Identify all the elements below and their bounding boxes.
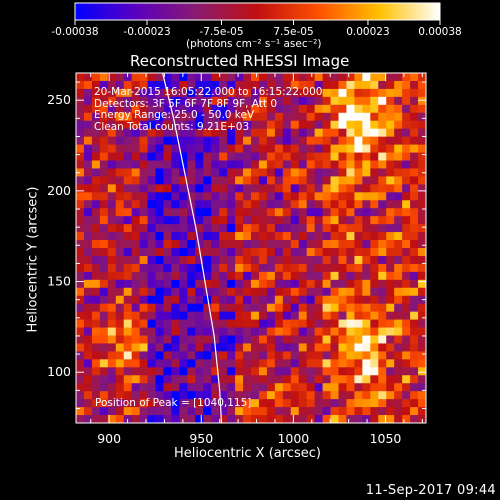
x-axis-tick-label: 1000 (277, 431, 309, 446)
y-axis-tick-label: 150 (47, 274, 71, 289)
timestamp: 11-Sep-2017 09:44 (365, 483, 496, 498)
solar-limb-line (161, 73, 223, 423)
colorbar-tick-label: -0.00038 (51, 26, 98, 38)
x-axis-tick-label: 950 (189, 431, 213, 446)
plot-frame (75, 72, 427, 424)
y-axis-tick-label: 200 (47, 183, 71, 198)
peak-position-annotation: Position of Peak = [1040,115] (95, 397, 252, 409)
x-axis-tick-label: 900 (97, 431, 121, 446)
chart-title: Reconstructed RHESSI Image (130, 52, 350, 70)
colorbar-tick-label: -0.00023 (123, 26, 170, 38)
y-axis-tick-label: 250 (47, 92, 71, 107)
heatmap-cells (76, 73, 426, 423)
detectors-annotation: Detectors: 3F 5F 6F 7F 8F 9F, Att 0 (94, 97, 278, 110)
colorbar-tick-label: -7.5e-05 (199, 26, 243, 38)
clean-counts-annotation: Clean Total counts: 9.21E+03 (94, 120, 250, 133)
x-axis-label: Heliocentric X (arcsec) (174, 446, 321, 461)
y-axis-label: Heliocentric Y (arcsec) (25, 186, 41, 333)
colorbar-gradient (74, 2, 441, 21)
colorbar-tick-label: 0.00023 (346, 26, 389, 38)
x-axis-tick-label: 1050 (370, 431, 402, 446)
colorbar: -0.00038 -0.00023 -7.5e-05 7.5e-05 0.00023 0.… (51, 2, 462, 38)
y-axis-tick-label: 100 (47, 364, 71, 379)
colorbar-tick-label: 7.5e-05 (273, 26, 313, 38)
energy-range-annotation: Energy Range: 25.0 - 50.0 keV (94, 109, 255, 122)
time-range-annotation: 20-Mar-2015 16:05:22.000 to 16:15:22.000 (94, 86, 323, 98)
colorbar-units-label: (photons cm⁻² s⁻¹ asec⁻²) (186, 38, 322, 50)
colorbar-tick-label: 0.00038 (418, 26, 461, 38)
